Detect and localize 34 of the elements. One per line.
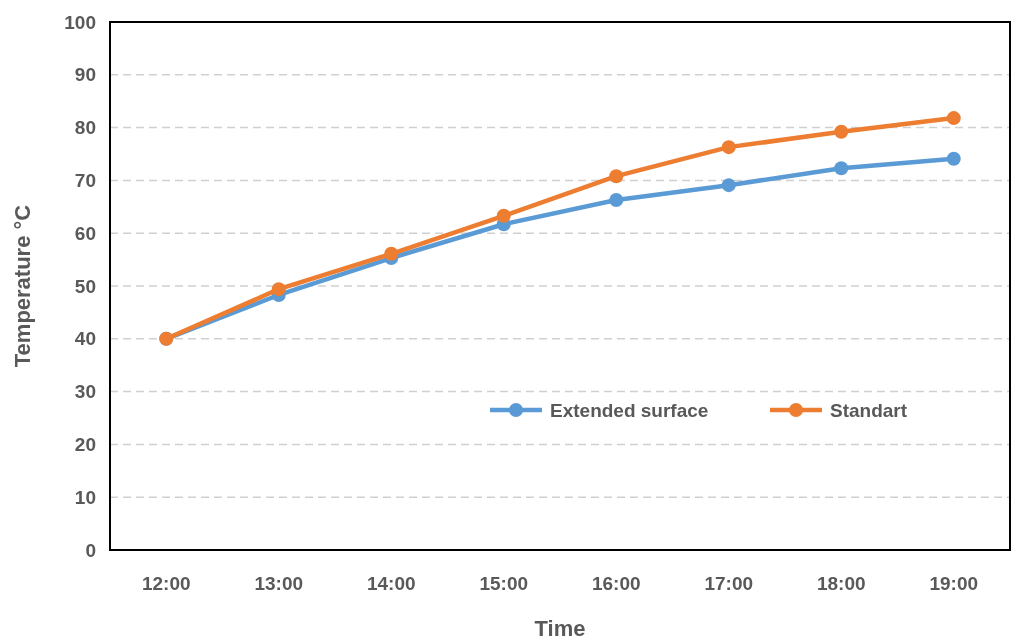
x-tick-label: 15:00 bbox=[479, 573, 529, 594]
point bbox=[609, 192, 624, 207]
x-tick-label: 13:00 bbox=[254, 573, 304, 594]
y-tick-label: 30 bbox=[74, 381, 96, 403]
y-tick-label: 20 bbox=[74, 434, 96, 456]
y-tick-label: 50 bbox=[74, 275, 96, 297]
point bbox=[946, 151, 961, 166]
x-tick-label: 17:00 bbox=[704, 573, 754, 594]
point bbox=[384, 246, 399, 261]
x-tick-label: 16:00 bbox=[591, 573, 641, 594]
y-tick-label: 60 bbox=[74, 222, 96, 244]
legend-label: Standart bbox=[830, 399, 908, 421]
x-tick-label: 19:00 bbox=[929, 573, 979, 594]
point bbox=[834, 161, 849, 176]
x-tick-label: 18:00 bbox=[816, 573, 866, 594]
y-tick-label: 40 bbox=[74, 328, 96, 350]
x-tick-label: 12:00 bbox=[141, 573, 191, 594]
point bbox=[721, 140, 736, 155]
point bbox=[271, 282, 286, 297]
point bbox=[721, 178, 736, 193]
y-tick-label: 100 bbox=[64, 11, 96, 33]
y-tick-label: 80 bbox=[74, 117, 96, 139]
x-tick-label: 14:00 bbox=[366, 573, 416, 594]
point bbox=[946, 111, 961, 126]
y-tick-label: 70 bbox=[74, 170, 96, 192]
y-tick-label: 10 bbox=[74, 486, 96, 508]
y-axis-title: Temperature °C bbox=[10, 204, 35, 368]
point bbox=[834, 124, 849, 139]
legend-label: Extended surface bbox=[550, 399, 709, 421]
y-tick-label: 0 bbox=[85, 539, 96, 561]
point bbox=[496, 208, 511, 223]
x-axis-title: Time bbox=[534, 616, 586, 641]
y-tick-label: 90 bbox=[74, 64, 96, 86]
point bbox=[609, 169, 624, 184]
